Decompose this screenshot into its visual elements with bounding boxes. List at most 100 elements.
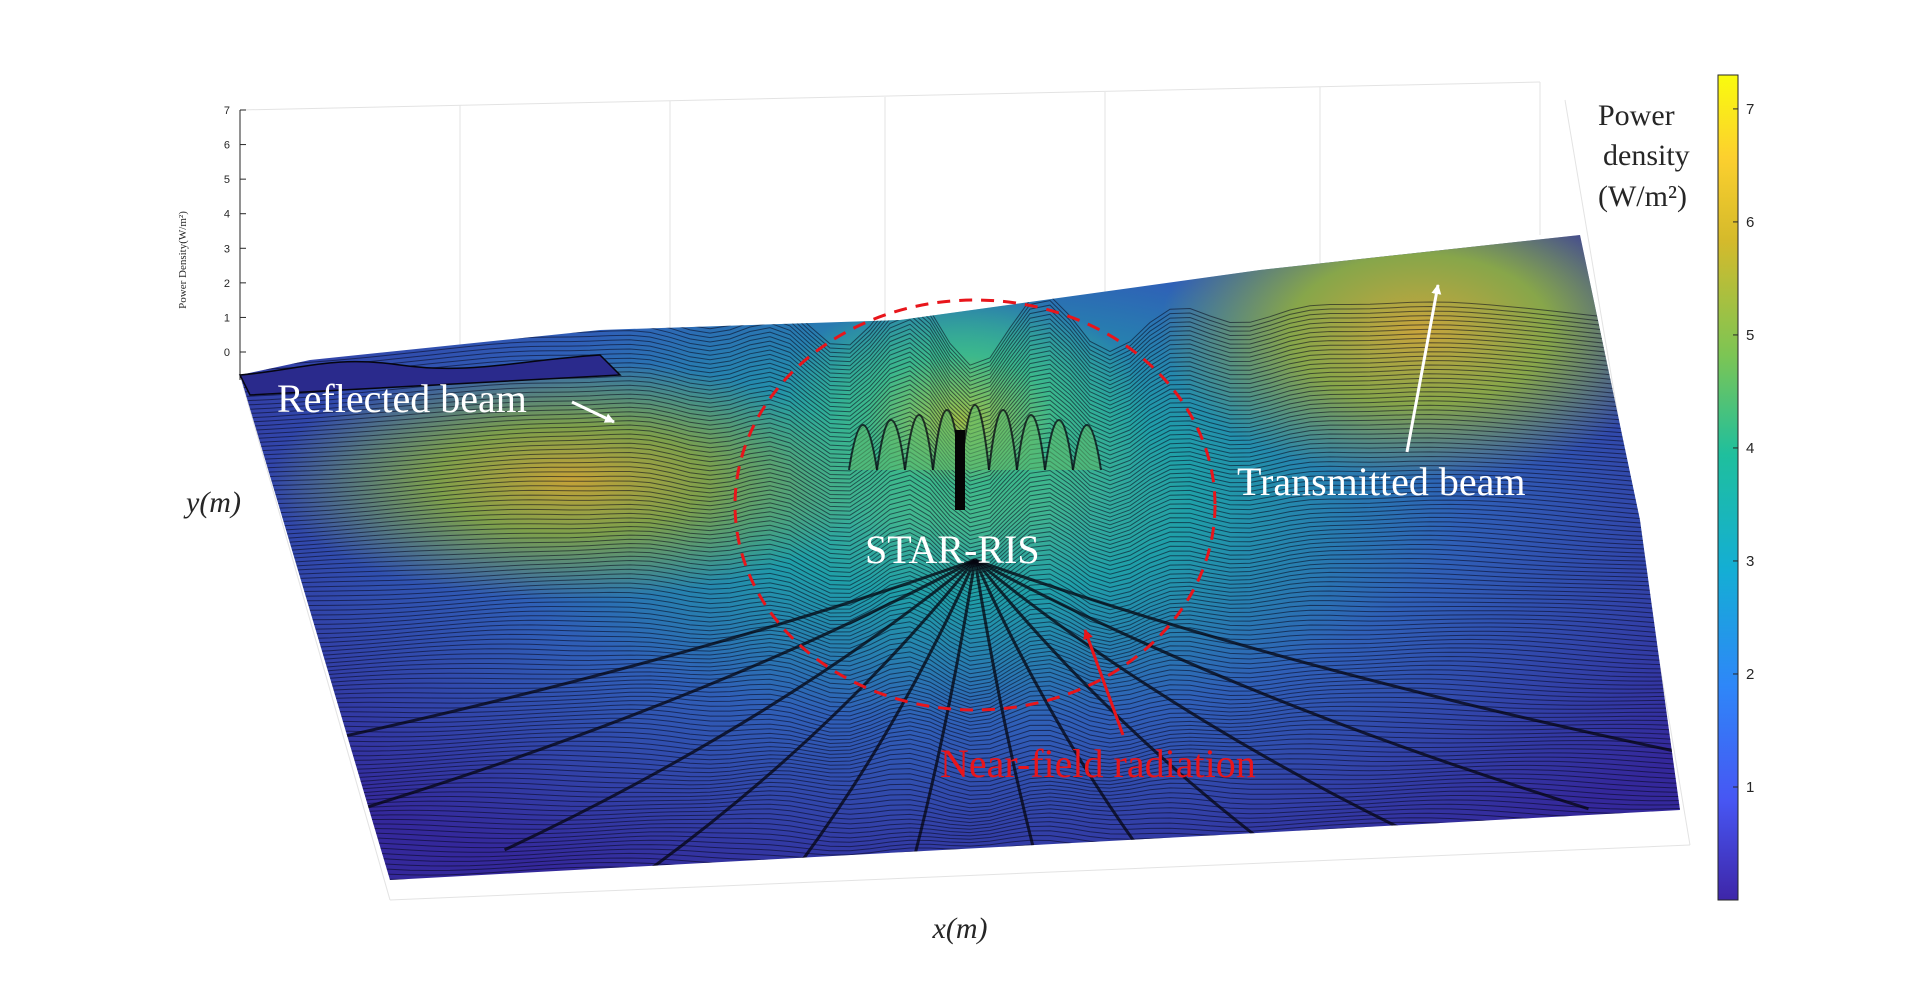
mesh-line: [240, 708, 1680, 731]
mesh-line: [240, 549, 1680, 591]
mesh-line: [240, 575, 1680, 614]
ripple-ridge: [640, 559, 977, 877]
mesh-line: [240, 465, 1680, 519]
colorbar-title-line2: density: [1603, 139, 1690, 172]
x-axis-label: x(m): [932, 912, 988, 945]
mesh-line: [240, 566, 1680, 606]
mesh-line: [240, 762, 1680, 783]
mesh-line: [240, 704, 1680, 726]
mesh-line: [240, 479, 1680, 532]
mesh-line: [240, 768, 1680, 787]
reflected-beam-arrow: [571, 400, 615, 424]
mesh-line: [240, 685, 1680, 712]
mesh-line: [240, 734, 1680, 756]
ripple-ridge: [974, 558, 1447, 852]
colorbar-tick-label: 4: [1746, 440, 1754, 457]
near-field-lobe: [1044, 419, 1074, 471]
mesh-line: [240, 671, 1680, 701]
mesh-line: [240, 631, 1680, 666]
mesh-line: [240, 738, 1680, 760]
mesh-line: [240, 646, 1680, 679]
near-field-lobe: [848, 424, 878, 471]
mesh-line: [240, 777, 1680, 796]
mesh-line: [240, 346, 1680, 415]
z-tick-label: 5: [224, 174, 230, 186]
mesh-line: [240, 494, 1680, 545]
surface: [240, 235, 1680, 880]
mesh-line: [240, 659, 1680, 691]
mesh-line: [240, 583, 1680, 622]
mesh-line: [240, 799, 1680, 816]
mesh-line: [240, 508, 1680, 557]
mesh-line: [240, 803, 1680, 820]
axes-box: [239, 81, 1691, 901]
surface-back-ridge: [238, 354, 622, 396]
z-tick-label: 7: [224, 105, 230, 117]
mesh-line: [240, 474, 1680, 528]
mesh-line: [240, 879, 1680, 880]
mesh-line: [240, 489, 1680, 541]
near-field-arrow: [1083, 629, 1125, 736]
mesh-line: [240, 816, 1680, 830]
mesh-line: [240, 725, 1680, 748]
mesh-line: [240, 522, 1680, 569]
floor-front-edge: [389, 844, 1691, 901]
mesh-line: [240, 553, 1680, 595]
mesh-line: [240, 498, 1680, 549]
z-tick-label: 0: [224, 347, 230, 359]
z-tick-label: 4: [224, 209, 230, 221]
mesh-line: [240, 626, 1680, 662]
mesh-line: [240, 717, 1680, 740]
mesh-line: [240, 752, 1680, 774]
mesh-line: [240, 518, 1680, 565]
back-top-edge: [239, 81, 1541, 111]
mesh-line: [240, 597, 1680, 635]
z-axis-label: Power Density(W/m²): [177, 211, 189, 309]
mesh-line: [240, 374, 1680, 439]
mesh-line: [240, 570, 1680, 610]
star-ris-label: STAR-RIS: [865, 527, 1040, 572]
mesh-line: [240, 808, 1680, 824]
mesh-line: [240, 579, 1680, 618]
ripple-ridge: [974, 558, 1589, 811]
mesh-line: [240, 588, 1680, 627]
z-tick-label: 3: [224, 243, 230, 255]
reflected-beam-peak: [270, 360, 870, 600]
ripple-ridge: [777, 559, 977, 880]
mesh-line: [240, 332, 1680, 403]
mesh-line: [240, 601, 1680, 640]
colorbar-tick-label: 2: [1746, 666, 1754, 683]
near-field-lobe: [1072, 424, 1102, 471]
colorbar-title-line1: Power: [1598, 99, 1675, 132]
mesh-line: [240, 503, 1680, 553]
mesh-line: [240, 513, 1680, 561]
mesh-line: [240, 676, 1680, 705]
ripple-ridge: [361, 558, 976, 811]
mesh-line: [240, 781, 1680, 801]
mesh-line: [240, 342, 1680, 411]
colorbar-title-line3: (W/m²): [1598, 180, 1687, 213]
mesh-line: [240, 469, 1680, 524]
mesh-line: [240, 351, 1680, 419]
transmitted-beam-label: Transmitted beam: [1237, 459, 1526, 504]
mesh-line: [240, 650, 1680, 683]
near-field-lobe: [988, 409, 1018, 471]
z-tick-labels: 0 1 2 3 4 5 6 7: [224, 105, 246, 359]
floor-left-edge: [239, 374, 391, 901]
mesh-line: [240, 812, 1680, 827]
mesh-line: [240, 606, 1680, 644]
surface-mesh-lines: [240, 291, 1680, 880]
mesh-line: [240, 875, 1680, 880]
colorbar-tick-label: 1: [1746, 779, 1754, 796]
mesh-line: [240, 747, 1680, 769]
colorbar-tick-label: 6: [1746, 214, 1754, 231]
near-field-circle: [733, 298, 1217, 712]
mesh-line: [240, 721, 1680, 744]
z-axis: 0 1 2 3 4 5 6 7 Power Density(W/m²): [177, 105, 246, 380]
ripple-ridge: [974, 558, 1680, 760]
mesh-line: [240, 484, 1680, 536]
ripple-ridge: [242, 558, 976, 760]
near-field-label: Near-field radiation: [940, 741, 1256, 786]
star-ris-element: [955, 430, 965, 510]
mesh-line: [240, 712, 1680, 735]
